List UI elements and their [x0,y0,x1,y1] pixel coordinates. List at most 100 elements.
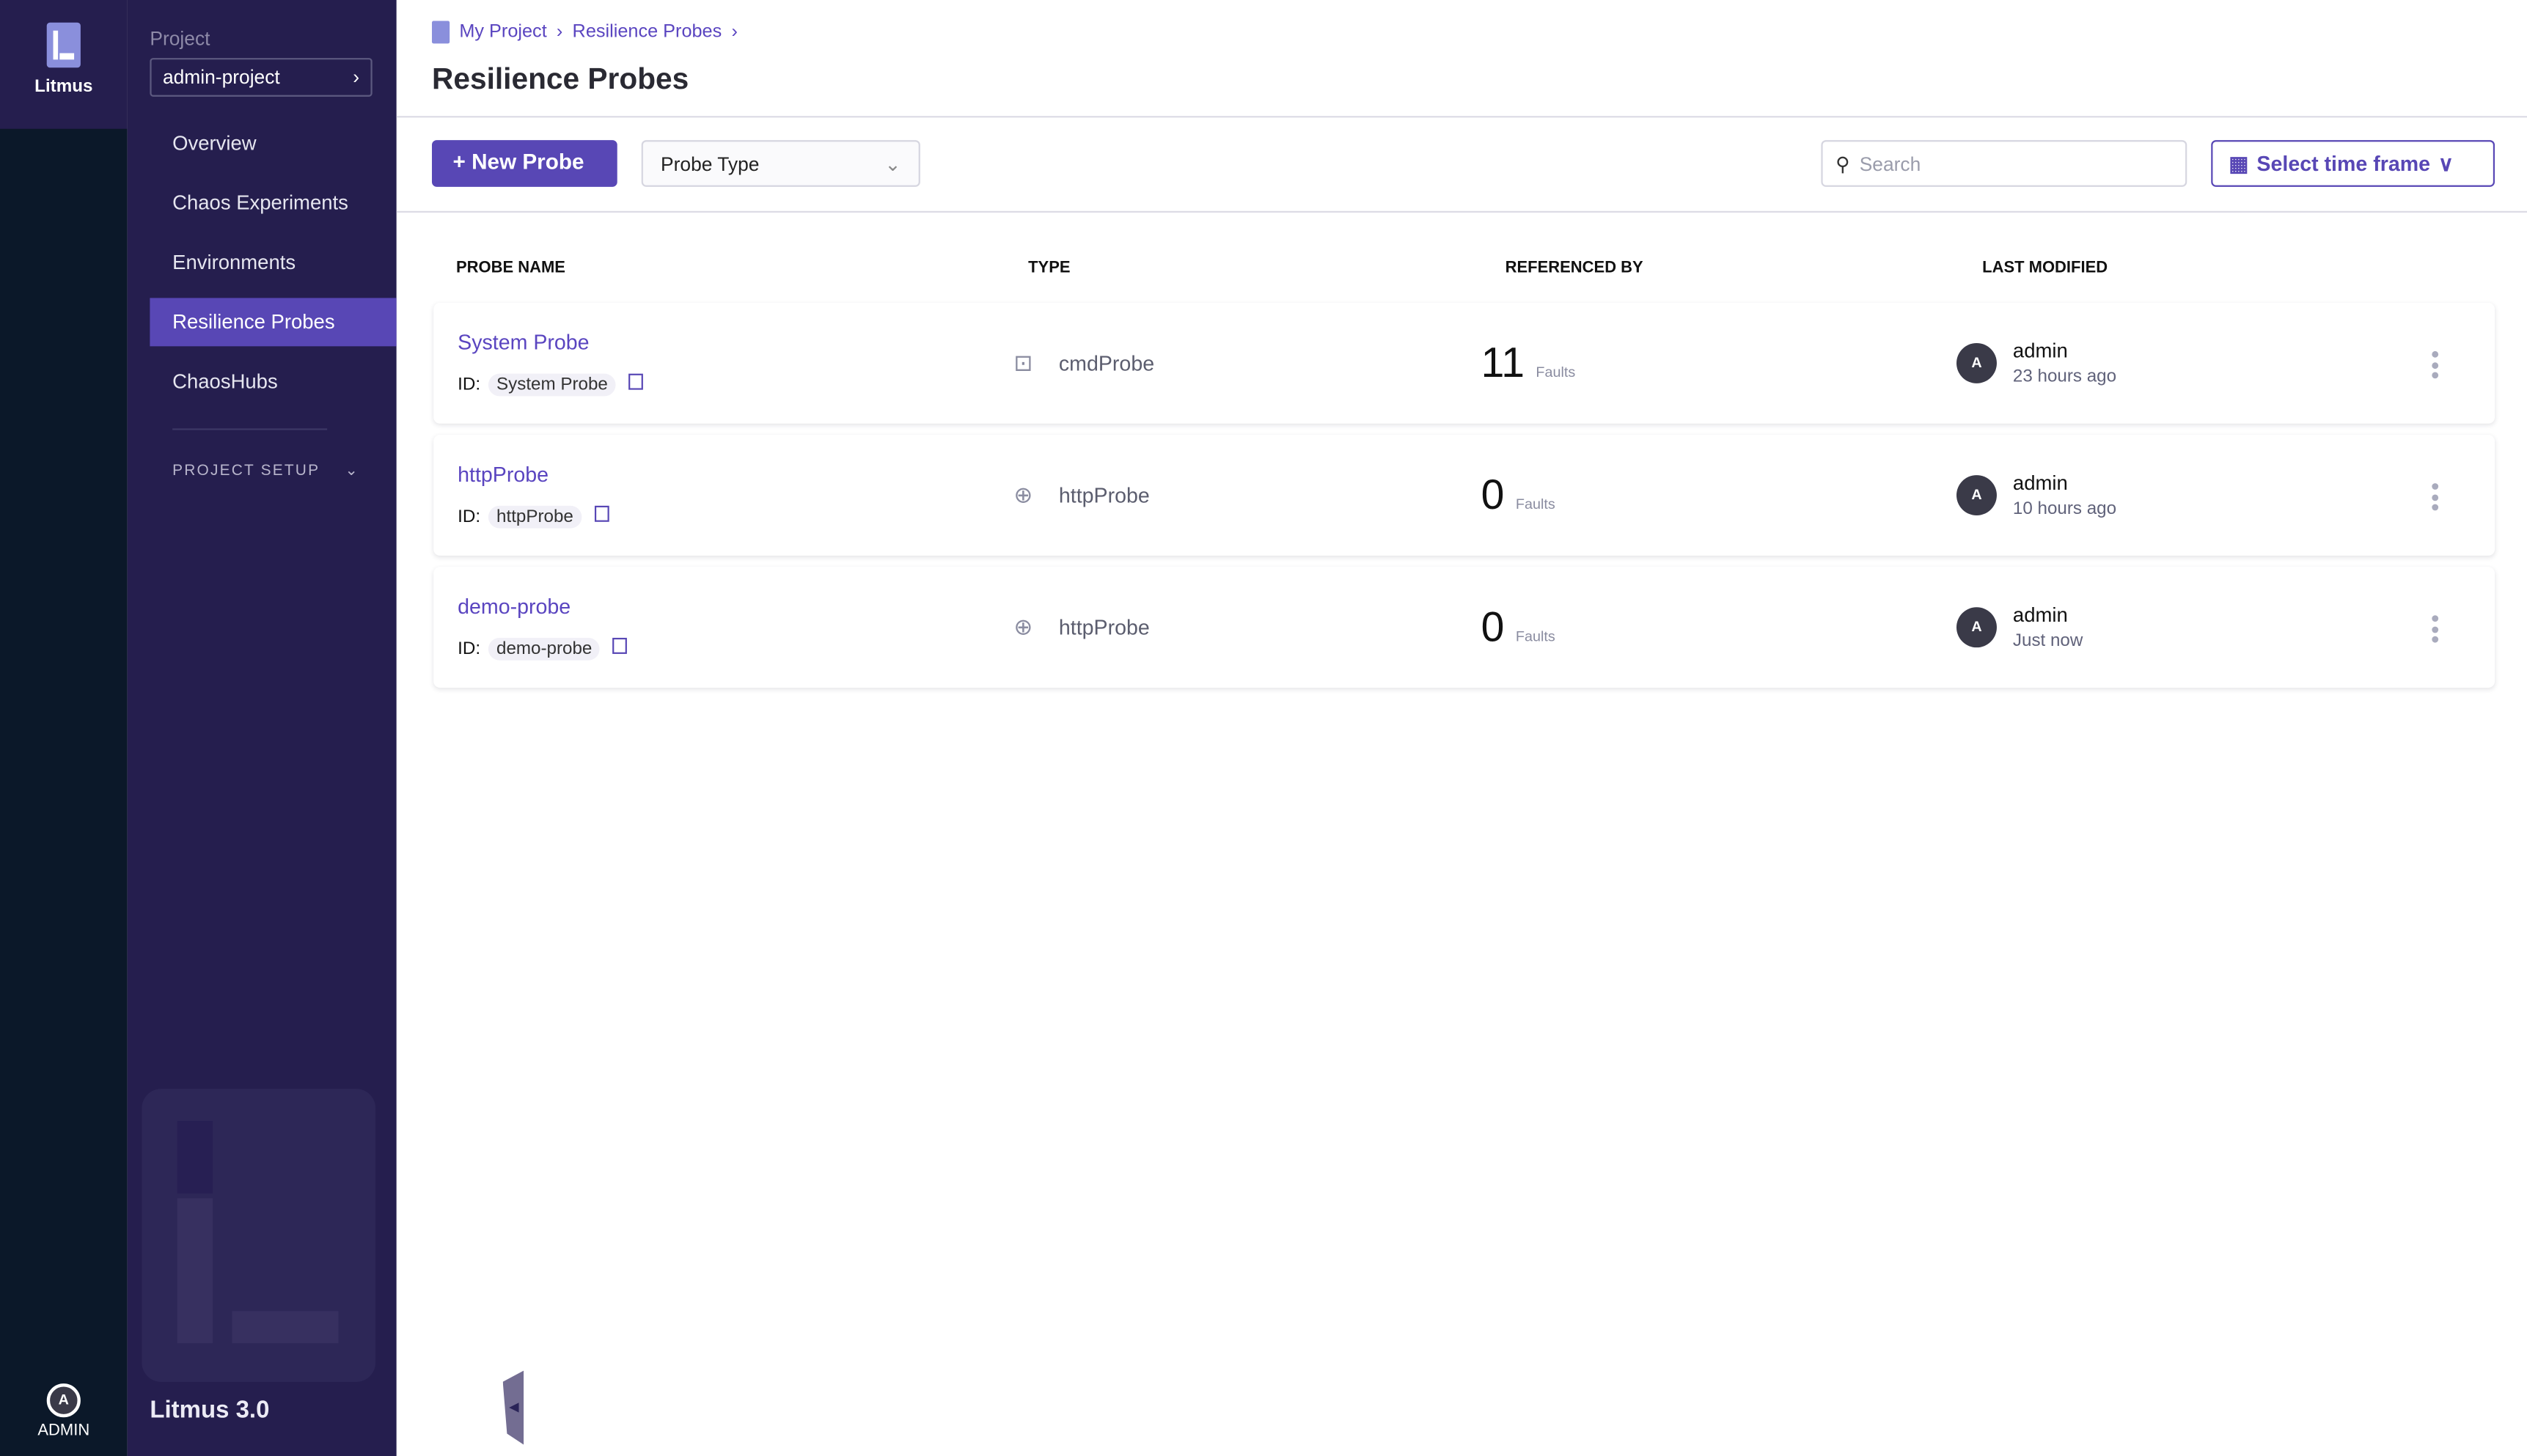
referenced-by: 11 Faults [1481,338,1576,388]
faults-label: Faults [1515,628,1555,644]
project-name: admin-project [162,66,280,89]
probe-name-link[interactable]: httpProbe [458,462,549,487]
probe-type: ⊕ httpProbe [1013,614,1149,641]
faults-label: Faults [1536,364,1576,380]
toolbar-divider [396,210,2527,213]
probe-id: ID: System Probe [458,373,644,397]
probe-type: ⊡ cmdProbe [1013,350,1154,377]
column-header-last-modified: LAST MODIFIED [1982,259,2108,277]
app-name: Litmus [34,77,93,97]
more-options-icon[interactable] [2430,483,2440,511]
project-setup-toggle[interactable]: PROJECT SETUP ⌄ [172,463,359,480]
sidebar-divider [172,428,328,430]
breadcrumb-my-project[interactable]: My Project [459,22,547,43]
fault-count: 0 [1481,470,1505,519]
id-label: ID: [458,507,481,527]
sidebar-item-chaos-experiments[interactable]: Chaos Experiments [172,191,348,215]
sidebar-item-environments[interactable]: Environments [172,251,296,274]
probe-id-value: System Probe [488,373,616,397]
copy-icon[interactable] [594,505,609,522]
globe-icon: ⊕ [1013,481,1033,508]
project-setup-label: PROJECT SETUP [172,462,320,480]
calendar-icon: ▦ [2229,150,2249,175]
chevron-down-icon: ⌄ [884,152,901,176]
breadcrumb-resilience-probes[interactable]: Resilience Probes [572,22,722,43]
sidebar: Project admin-project › Overview Chaos Ex… [127,0,524,1456]
litmus-logo-icon [46,22,81,68]
main-content: My Project › Resilience Probes › Resilienc… [396,0,2527,1456]
chevron-down-icon: ∨ [2438,150,2454,175]
probe-type: ⊕ httpProbe [1013,482,1149,509]
plus-icon: + [452,150,472,174]
modified-time: 23 hours ago [2012,367,2117,387]
version-label: Litmus 3.0 [150,1396,270,1424]
copy-icon[interactable] [628,373,644,390]
probe-type-label: cmdProbe [1058,350,1155,375]
avatar: A [1956,607,1997,648]
modified-by: admin [2012,339,2068,363]
modified-time: 10 hours ago [2012,499,2117,519]
referenced-by: 0 Faults [1481,603,1555,652]
id-label: ID: [458,375,481,395]
chevron-right-icon: › [556,22,563,43]
more-options-icon[interactable] [2430,615,2440,643]
user-label: ADMIN [37,1422,90,1441]
probe-id-value: demo-probe [488,637,601,661]
time-frame-button[interactable]: ▦ Select time frame ∨ [2211,140,2495,187]
search-field[interactable]: ⚲ [1821,140,2187,187]
avatar: A [1956,475,1997,516]
probe-type-label: httpProbe [1058,483,1150,508]
avatar: A [1956,342,1997,383]
column-header-referenced-by: REFERENCED BY [1505,259,1643,277]
user-menu[interactable]: A ADMIN [0,1383,128,1440]
column-header-probe-name: PROBE NAME [455,259,565,277]
new-probe-label: New Probe [472,150,584,174]
sidebar-item-resilience-probes[interactable]: Resilience Probes [150,298,397,347]
app-logo-block[interactable]: Litmus [0,0,128,129]
probe-id: ID: httpProbe [458,505,609,529]
app-rail: Litmus A ADMIN [0,0,128,1456]
time-frame-label: Select time frame [2256,151,2431,176]
page-title: Resilience Probes [431,61,689,95]
new-probe-button[interactable]: + New Probe [431,140,617,187]
referenced-by: 0 Faults [1481,470,1555,520]
sidebar-item-chaoshubs[interactable]: ChaosHubs [172,370,278,394]
probe-type-label: httpProbe [1058,615,1150,640]
fault-count: 0 [1481,602,1505,651]
globe-icon: ⊕ [1013,614,1033,640]
probe-name-link[interactable]: demo-probe [458,594,571,619]
litmus-watermark-icon [142,1089,376,1382]
search-icon: ⚲ [1835,152,1850,175]
probe-type-dropdown[interactable]: Probe Type ⌄ [641,140,920,187]
modified-by: admin [2012,471,2068,495]
table-row[interactable]: demo-probe ID: demo-probe ⊕ httpProbe 0 Fau… [433,567,2495,688]
faults-label: Faults [1515,496,1555,512]
project-label: Project [150,27,210,51]
project-icon [431,21,450,44]
chevron-right-icon: › [353,66,360,89]
user-avatar: A [46,1383,81,1418]
header-divider [396,116,2527,118]
id-label: ID: [458,639,481,659]
chevron-down-icon: ⌄ [345,462,360,480]
table-row[interactable]: System Probe ID: System Probe ⊡ cmdProbe 1… [433,303,2495,424]
probe-type-label: Probe Type [661,152,760,176]
project-selector[interactable]: admin-project › [150,58,373,97]
chevron-right-icon: › [731,22,738,43]
sidebar-item-overview[interactable]: Overview [172,132,257,155]
modified-by: admin [2012,603,2068,627]
more-options-icon[interactable] [2430,350,2440,379]
probe-id-value: httpProbe [488,505,582,529]
copy-icon[interactable] [612,637,628,654]
search-input[interactable] [1859,152,2150,175]
probe-name-link[interactable]: System Probe [458,330,590,355]
breadcrumb: My Project › Resilience Probes › [431,21,738,44]
fault-count: 11 [1481,338,1525,387]
modified-time: Just now [2012,631,2083,651]
table-row[interactable]: httpProbe ID: httpProbe ⊕ httpProbe 0 Fault… [433,435,2495,556]
terminal-icon: ⊡ [1013,349,1033,375]
column-header-type: TYPE [1028,259,1071,277]
